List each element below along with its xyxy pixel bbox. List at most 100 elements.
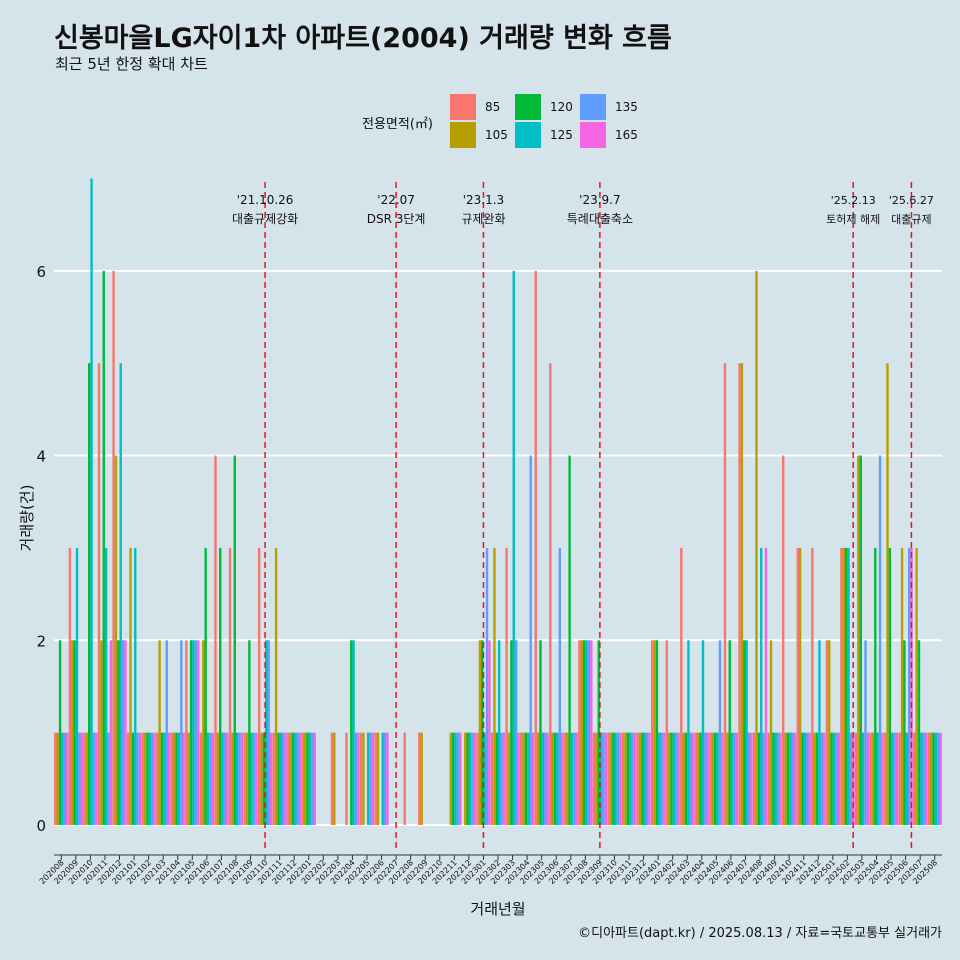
bar-202012-135	[121, 640, 125, 825]
bar-202506-105	[900, 547, 904, 825]
bar-202204-165	[357, 732, 360, 825]
bar-202104-105	[172, 732, 176, 825]
bar-202408-105	[755, 270, 758, 826]
bar-202106-135	[209, 732, 212, 825]
bar-202501-165	[837, 732, 840, 825]
bar-202308-85	[578, 640, 581, 825]
bar-202501-85	[825, 640, 829, 825]
bar-202411-120	[801, 732, 804, 825]
bar-202308-120	[582, 640, 586, 825]
bar-202505-85	[883, 732, 887, 825]
bar-202403-105	[682, 732, 685, 825]
bar-202012-165	[124, 640, 127, 825]
bar-202505-120	[888, 547, 892, 825]
bar-202303-135	[514, 640, 518, 825]
y-axis-label: 거래량(건)	[18, 485, 36, 552]
bar-202107-120	[219, 547, 222, 825]
bar-202107-85	[214, 455, 217, 825]
bar-202502-165	[852, 732, 855, 825]
bar-202301-120	[481, 640, 484, 825]
bar-202108-165	[240, 732, 244, 825]
chart-title: 신봉마을LG자이1차 아파트(2004) 거래량 변화 흐름	[54, 23, 672, 54]
bar-202212-120	[466, 732, 469, 825]
bar-202102-120	[146, 732, 149, 825]
bar-202309-105	[595, 732, 598, 825]
bar-202011-135	[107, 732, 110, 825]
bar-202212-125	[468, 732, 472, 825]
legend-label-135: 135	[615, 100, 638, 114]
bar-202105-85	[185, 640, 188, 825]
bar-202110-125	[265, 640, 268, 825]
bar-202112-125	[294, 732, 297, 825]
bar-202508-135	[937, 732, 940, 825]
bar-202009-120	[73, 640, 76, 825]
bar-202206-135	[383, 732, 387, 825]
bar-202411-105	[798, 547, 802, 825]
legend-label-120: 120	[550, 100, 573, 114]
bar-202502-120	[845, 547, 848, 825]
bar-202009-105	[71, 640, 74, 825]
bar-202302-120	[495, 732, 498, 825]
bar-202103-125	[163, 732, 166, 825]
bar-202107-125	[221, 732, 224, 825]
bar-202410-105	[784, 732, 787, 825]
bar-202108-85	[228, 547, 232, 825]
bar-202010-165	[95, 732, 98, 825]
bar-202103-120	[160, 732, 164, 825]
bar-202012-125	[119, 363, 122, 825]
bar-202301-105	[478, 640, 482, 825]
bar-202312-120	[641, 732, 644, 825]
bar-202301-125	[483, 732, 486, 825]
bar-202205-105	[362, 732, 365, 825]
bar-202407-120	[743, 640, 746, 825]
bar-202201-135	[311, 732, 314, 825]
bar-202011-85	[97, 363, 101, 825]
bar-202403-125	[687, 640, 690, 825]
bar-202411-135	[806, 732, 809, 825]
bar-202101-125	[134, 547, 137, 825]
event-date: '23.1.3	[463, 193, 504, 207]
bar-202112-105	[289, 732, 292, 825]
bar-202411-125	[803, 732, 807, 825]
bar-202307-125	[570, 732, 574, 825]
bar-202112-85	[287, 732, 290, 825]
bar-202504-165	[881, 732, 884, 825]
bar-202406-135	[733, 732, 736, 825]
bar-202306-125	[556, 732, 559, 825]
bar-202501-120	[830, 732, 833, 825]
bar-202108-125	[235, 732, 239, 825]
bar-202310-125	[614, 732, 617, 825]
bar-202409-120	[772, 732, 775, 825]
bar-202408-165	[764, 547, 768, 825]
bar-202405-120	[713, 732, 717, 825]
event-date: '23.9.7	[579, 193, 620, 207]
bar-202107-105	[216, 732, 220, 825]
bar-202206-125	[381, 732, 384, 825]
bar-202012-105	[114, 455, 118, 825]
bar-202403-120	[684, 732, 688, 825]
bar-202304-85	[519, 732, 523, 825]
y-tick-label: 4	[36, 448, 46, 466]
bar-202504-105	[871, 732, 875, 825]
bar-202209-85	[418, 732, 421, 825]
bar-202310-85	[607, 732, 610, 825]
bar-202502-85	[840, 547, 843, 825]
bar-202506-135	[907, 547, 911, 825]
bar-202212-105	[464, 732, 467, 825]
bar-202306-85	[549, 363, 552, 825]
bar-202503-135	[864, 640, 867, 825]
bar-202008-120	[58, 640, 62, 825]
bar-202310-135	[616, 732, 620, 825]
bar-202312-135	[645, 732, 649, 825]
bar-202304-165	[531, 732, 535, 825]
bar-202308-135	[587, 640, 591, 825]
bar-202011-120	[102, 270, 105, 826]
bar-202309-125	[599, 732, 603, 825]
bar-202112-165	[298, 732, 302, 825]
bar-202408-85	[752, 732, 756, 825]
bar-202203-105	[333, 732, 336, 825]
bar-202102-165	[153, 732, 156, 825]
bar-202201-125	[308, 732, 312, 825]
bar-202108-135	[238, 732, 241, 825]
bar-202305-85	[534, 270, 537, 826]
